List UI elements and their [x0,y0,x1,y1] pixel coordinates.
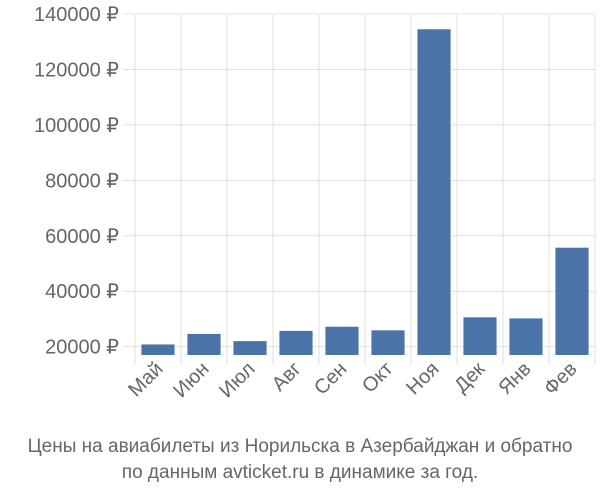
y-tick-label: 80000 ₽ [45,170,119,192]
x-tick-label: Авг [268,358,306,396]
bar [509,318,543,355]
x-tick-label: Май [124,358,167,401]
y-tick-label: 100000 ₽ [34,115,119,137]
x-tick-label: Июл [215,358,259,402]
bar [279,330,313,355]
x-tick-label: Янв [494,358,535,399]
bar [463,317,497,355]
y-tick-label: 120000 ₽ [34,59,119,81]
x-tick-label: Июн [169,358,213,402]
grid-lines [123,13,596,365]
bar [233,341,267,355]
x-tick-label: Ноя [402,358,443,399]
bar [371,330,405,355]
y-tick-label: 60000 ₽ [45,226,119,248]
y-tick-label: 20000 ₽ [45,337,119,359]
x-tick-label: Фев [540,358,582,400]
bar-chart: 20000 ₽ 40000 ₽ 60000 ₽ 80000 ₽ 100000 ₽ 1200… [34,4,596,402]
x-tick-label: Окт [358,358,397,397]
y-axis-ticks: 20000 ₽ 40000 ₽ 60000 ₽ 80000 ₽ 100000 ₽ 1200… [34,4,119,359]
bar [141,344,175,355]
bar [187,333,221,355]
bar [555,247,589,355]
x-tick-label: Сен [310,358,351,399]
y-tick-label: 140000 ₽ [34,4,119,26]
chart-caption-line-1: Цены на авиабилеты из Норильска в Азерба… [27,436,573,457]
y-tick-label: 40000 ₽ [45,281,119,303]
bar [417,29,451,356]
bar [325,326,359,355]
bars [141,29,589,356]
x-tick-label: Дек [450,358,489,397]
x-axis-labels: Май Июн Июл Авг Сен Окт Ноя Дек Янв Фев [124,358,581,402]
chart-caption-line-2: по данным avticket.ru в динамике за год. [121,462,479,483]
